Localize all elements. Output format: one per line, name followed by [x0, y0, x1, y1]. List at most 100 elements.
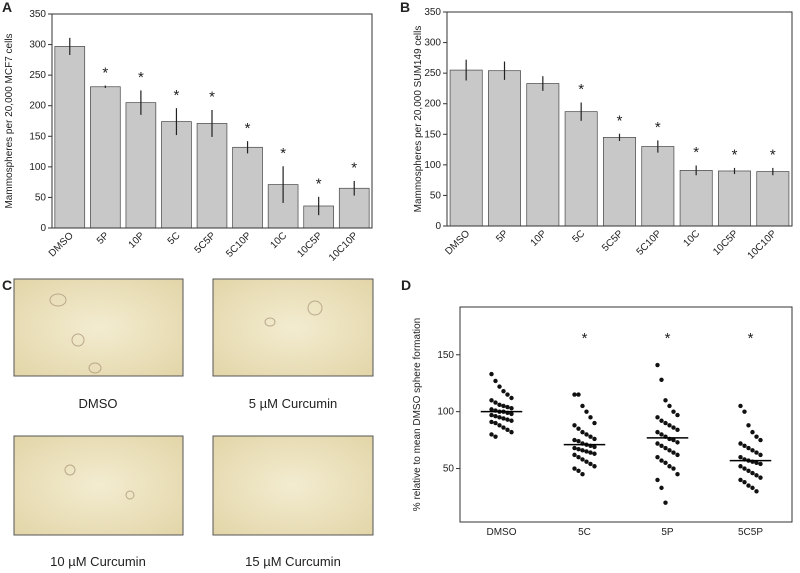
data-point [754, 473, 759, 478]
data-point [667, 403, 672, 409]
data-point [758, 461, 763, 467]
y-tick-label: 0 [40, 223, 46, 234]
x-tick-label: DMSO [443, 228, 472, 257]
x-tick-label: 5C5P [193, 230, 219, 256]
image-caption: 15 µM Curcumin [245, 554, 341, 569]
data-point [501, 425, 506, 430]
bar [232, 146, 263, 229]
x-tick-label: 5C5P [738, 527, 763, 538]
data-point [663, 445, 668, 451]
data-point [659, 432, 664, 437]
micrograph [212, 435, 374, 536]
data-point [584, 449, 589, 454]
bar [54, 46, 86, 229]
data-point [576, 454, 581, 460]
data-point [576, 392, 581, 397]
data-point [663, 460, 668, 466]
x-tick-label: 5C10P [224, 230, 254, 260]
data-point [758, 452, 763, 458]
y-tick-label: 250 [424, 68, 441, 79]
data-point [580, 472, 585, 477]
data-point [675, 412, 680, 418]
significance-mark: * [655, 119, 661, 136]
significance-mark: * [280, 145, 286, 162]
data-point [746, 423, 751, 428]
panel-label: A [2, 0, 12, 15]
data-point [509, 395, 514, 401]
cell [49, 293, 67, 307]
data-point [497, 402, 502, 408]
bar [641, 146, 675, 227]
significance-mark: * [174, 87, 180, 104]
data-point [671, 437, 676, 443]
data-point [588, 450, 593, 455]
data-point [505, 417, 510, 422]
micrograph [212, 278, 374, 377]
plot-frame [446, 11, 793, 227]
data-point [750, 429, 755, 435]
y-tick-label: 0 [435, 221, 441, 232]
image-caption: 5 µM Curcumin [249, 396, 337, 411]
y-tick-label: 200 [29, 101, 46, 112]
y-tick-label: 100 [437, 407, 454, 418]
data-point [592, 451, 597, 456]
x-tick-label: 10C10P [327, 230, 361, 264]
x-tick-label: 10P [529, 228, 550, 249]
data-point [675, 440, 680, 445]
bar [603, 136, 636, 227]
image-caption: DMSO [79, 396, 118, 411]
data-point [501, 388, 506, 394]
data-point [675, 472, 680, 477]
data-point [655, 454, 660, 460]
data-point [758, 475, 763, 480]
y-tick-label: 150 [424, 129, 441, 140]
x-tick-label: 5C5P [600, 228, 626, 254]
data-point [493, 400, 498, 405]
bar [718, 170, 751, 227]
significance-mark: * [582, 330, 588, 347]
significance-mark: * [351, 160, 357, 177]
data-point [659, 418, 664, 423]
data-point [592, 420, 597, 426]
data-point [738, 454, 743, 460]
data-point [505, 404, 510, 410]
y-tick-label: 250 [29, 70, 46, 81]
data-point [509, 411, 514, 417]
bar [196, 123, 228, 229]
data-point [572, 445, 577, 451]
significance-mark: * [770, 147, 776, 164]
x-tick-label: 5C10P [635, 228, 665, 258]
data-point [505, 427, 510, 433]
data-point [754, 460, 759, 466]
data-point [671, 450, 676, 455]
data-point [659, 443, 664, 448]
data-point [572, 452, 577, 458]
data-point [592, 464, 597, 469]
bar [90, 86, 121, 229]
data-point [671, 409, 676, 414]
data-point [671, 466, 676, 471]
cell [64, 464, 76, 476]
y-tick-label: 350 [424, 7, 441, 18]
data-point [580, 429, 585, 435]
data-point [497, 415, 502, 420]
x-tick-label: DMSO [487, 527, 517, 538]
x-tick-label: 5P [95, 230, 112, 247]
data-point [576, 439, 581, 444]
y-axis-label: Mammospheres per 20,000 MCF7 cells [4, 33, 15, 208]
y-tick-label: 100 [424, 160, 441, 171]
data-point [489, 412, 494, 418]
data-point [592, 436, 597, 442]
data-point [509, 429, 514, 435]
data-point [746, 483, 751, 488]
data-point [659, 458, 664, 463]
significance-mark: * [102, 64, 108, 81]
data-point [588, 434, 593, 439]
data-point [738, 403, 743, 409]
data-point [505, 392, 510, 397]
x-tick-label: 5C [166, 230, 183, 247]
data-point [501, 416, 506, 421]
data-point [738, 441, 743, 446]
significance-mark: * [209, 89, 215, 106]
